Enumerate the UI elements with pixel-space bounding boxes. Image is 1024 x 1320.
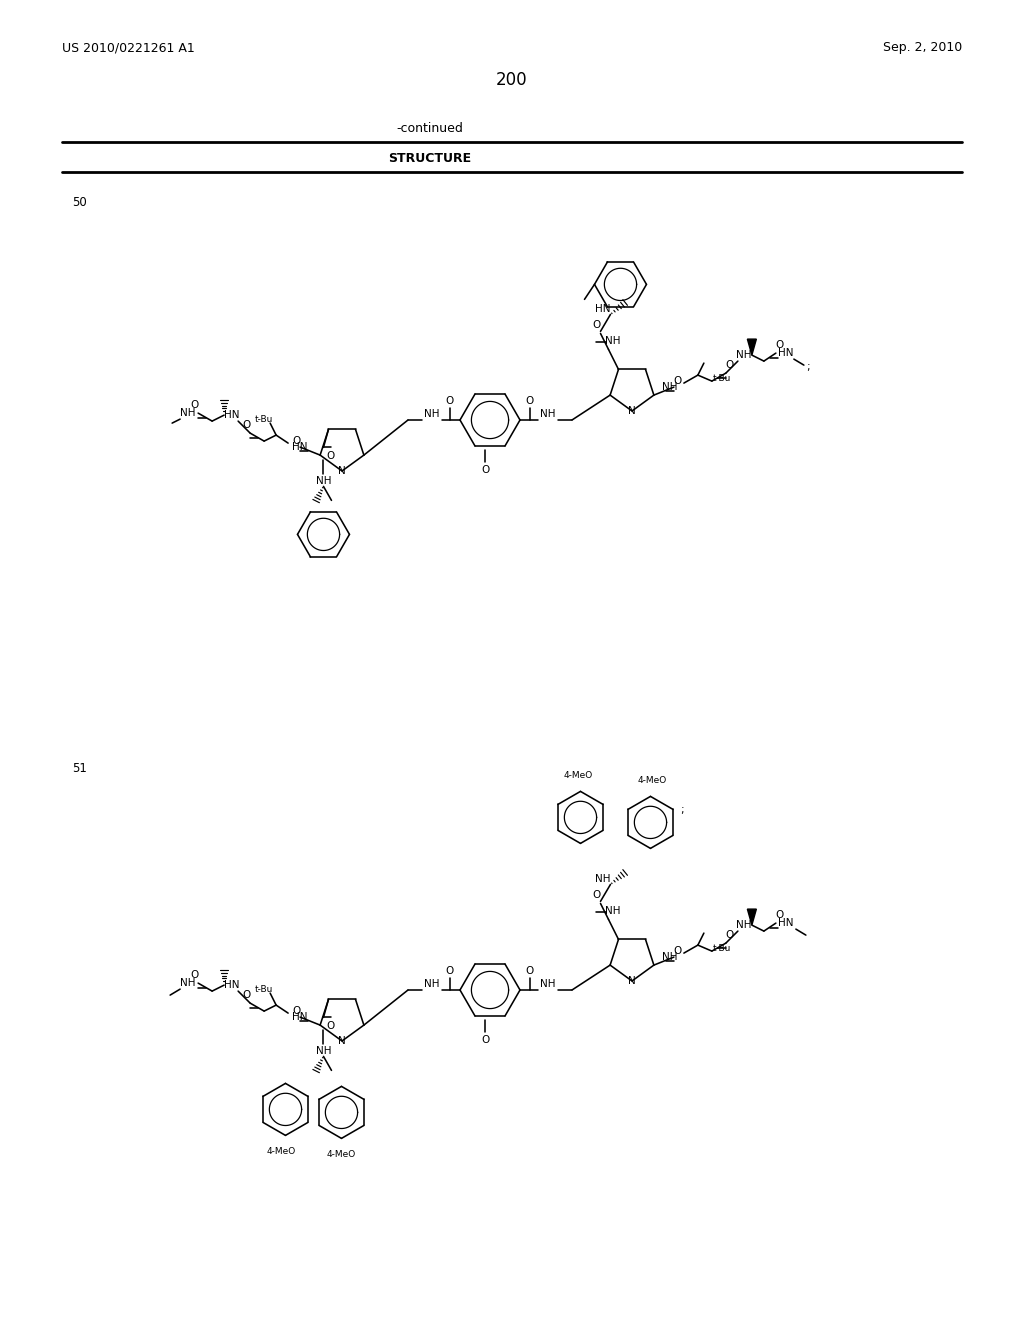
- Text: O: O: [592, 321, 601, 330]
- Text: Sep. 2, 2010: Sep. 2, 2010: [883, 41, 962, 54]
- Text: O: O: [190, 970, 199, 981]
- Text: O: O: [327, 451, 335, 462]
- Text: NH: NH: [663, 952, 678, 962]
- Text: t-Bu: t-Bu: [713, 944, 731, 953]
- Text: NH: NH: [315, 477, 331, 486]
- Text: NH: NH: [541, 979, 556, 989]
- Text: O: O: [776, 341, 784, 350]
- Text: 4-MeO: 4-MeO: [327, 1150, 356, 1159]
- Text: t-Bu: t-Bu: [255, 414, 273, 424]
- Text: HN: HN: [293, 1012, 308, 1022]
- Text: -continued: -continued: [396, 121, 464, 135]
- Text: NH: NH: [605, 337, 621, 346]
- Text: N: N: [338, 466, 346, 477]
- Text: STRUCTURE: STRUCTURE: [388, 152, 472, 165]
- Text: O: O: [592, 891, 601, 900]
- Text: O: O: [292, 436, 300, 446]
- Text: t-Bu: t-Bu: [255, 985, 273, 994]
- Text: ;: ;: [681, 805, 684, 816]
- Text: HN: HN: [778, 348, 794, 358]
- Polygon shape: [748, 909, 757, 925]
- Text: O: O: [445, 396, 454, 407]
- Text: NH: NH: [736, 350, 752, 360]
- Text: HN: HN: [224, 411, 240, 420]
- Text: O: O: [327, 1022, 335, 1031]
- Text: HN: HN: [595, 305, 610, 314]
- Text: O: O: [242, 420, 250, 430]
- Text: NH: NH: [424, 409, 439, 418]
- Text: O: O: [674, 946, 682, 956]
- Text: O: O: [481, 1035, 489, 1045]
- Text: 50: 50: [72, 195, 87, 209]
- Text: N: N: [628, 407, 636, 416]
- Text: NH: NH: [424, 979, 439, 989]
- Text: 4-MeO: 4-MeO: [267, 1147, 296, 1156]
- Text: N: N: [338, 1036, 346, 1045]
- Text: NH: NH: [663, 381, 678, 392]
- Text: O: O: [242, 990, 250, 1001]
- Text: US 2010/0221261 A1: US 2010/0221261 A1: [62, 41, 195, 54]
- Text: O: O: [726, 931, 734, 940]
- Text: NH: NH: [736, 920, 752, 931]
- Text: O: O: [674, 376, 682, 387]
- Text: O: O: [526, 966, 535, 975]
- Text: 51: 51: [72, 762, 87, 775]
- Text: N: N: [628, 975, 636, 986]
- Text: HN: HN: [778, 919, 794, 928]
- Text: NH: NH: [180, 408, 196, 418]
- Text: NH: NH: [595, 874, 610, 884]
- Text: t-Bu: t-Bu: [713, 374, 731, 383]
- Text: HN: HN: [293, 442, 308, 453]
- Text: ;: ;: [806, 362, 810, 372]
- Text: O: O: [481, 465, 489, 475]
- Text: NH: NH: [315, 1047, 331, 1056]
- Text: NH: NH: [180, 978, 196, 989]
- Text: NH: NH: [605, 907, 621, 916]
- Text: HN: HN: [224, 981, 240, 990]
- Text: O: O: [526, 396, 535, 407]
- Text: 200: 200: [497, 71, 527, 88]
- Text: O: O: [726, 360, 734, 370]
- Text: NH: NH: [541, 409, 556, 418]
- Text: 4-MeO: 4-MeO: [638, 776, 667, 785]
- Text: 4-MeO: 4-MeO: [564, 771, 593, 780]
- Text: O: O: [776, 909, 784, 920]
- Text: O: O: [190, 400, 199, 411]
- Text: O: O: [445, 966, 454, 975]
- Polygon shape: [748, 339, 757, 355]
- Text: O: O: [292, 1006, 300, 1016]
